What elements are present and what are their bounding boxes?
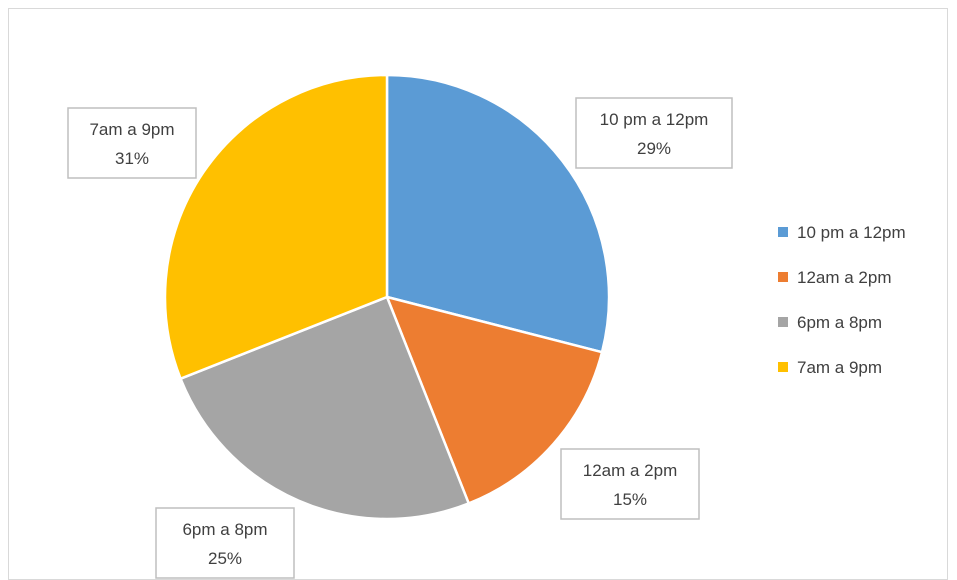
data-label-7am-a-9pm: 7am a 9pm 31% (67, 107, 197, 179)
pie-slices (163, 73, 611, 521)
legend: 10 pm a 12pm 12am a 2pm 6pm a 8pm 7am a 9pm (778, 223, 906, 377)
legend-label: 10 pm a 12pm (797, 223, 906, 242)
legend-item-7am-a-9pm[interactable]: 7am a 9pm (778, 358, 882, 377)
data-label-category: 7am a 9pm (89, 120, 174, 139)
data-label-box (155, 507, 295, 579)
legend-swatch (778, 272, 788, 282)
data-label-6pm-a-8pm: 6pm a 8pm 25% (155, 507, 295, 579)
data-label-percent: 31% (115, 149, 149, 168)
legend-swatch (778, 317, 788, 327)
data-label-percent: 15% (613, 490, 647, 509)
legend-item-12am-a-2pm[interactable]: 12am a 2pm (778, 268, 892, 287)
pie-slice-7am-a-9pm[interactable] (163, 73, 389, 380)
legend-label: 7am a 9pm (797, 358, 882, 377)
legend-label: 6pm a 8pm (797, 313, 882, 332)
data-label-percent: 25% (208, 549, 242, 568)
data-label-category: 6pm a 8pm (182, 520, 267, 539)
data-label-12am-a-2pm: 12am a 2pm 15% (560, 448, 700, 520)
legend-swatch (778, 362, 788, 372)
data-label-box (560, 448, 700, 520)
pie-slice-10-pm-a-12pm[interactable] (385, 73, 611, 354)
data-label-percent: 29% (637, 139, 671, 158)
legend-swatch (778, 227, 788, 237)
pie-slice-12am-a-2pm[interactable] (385, 295, 604, 505)
data-label-box (67, 107, 197, 179)
data-label-category: 10 pm a 12pm (600, 110, 709, 129)
data-label-category: 12am a 2pm (583, 461, 678, 480)
data-label-box (575, 97, 733, 169)
data-labels: 10 pm a 12pm 29% 12am a 2pm 15% 6pm a 8pm 25%… (67, 97, 733, 579)
legend-item-6pm-a-8pm[interactable]: 6pm a 8pm (778, 313, 882, 332)
pie-slice-6pm-a-8pm[interactable] (179, 295, 470, 521)
data-label-10-pm-a-12pm: 10 pm a 12pm 29% (575, 97, 733, 169)
legend-item-10-pm-a-12pm[interactable]: 10 pm a 12pm (778, 223, 906, 242)
legend-label: 12am a 2pm (797, 268, 892, 287)
